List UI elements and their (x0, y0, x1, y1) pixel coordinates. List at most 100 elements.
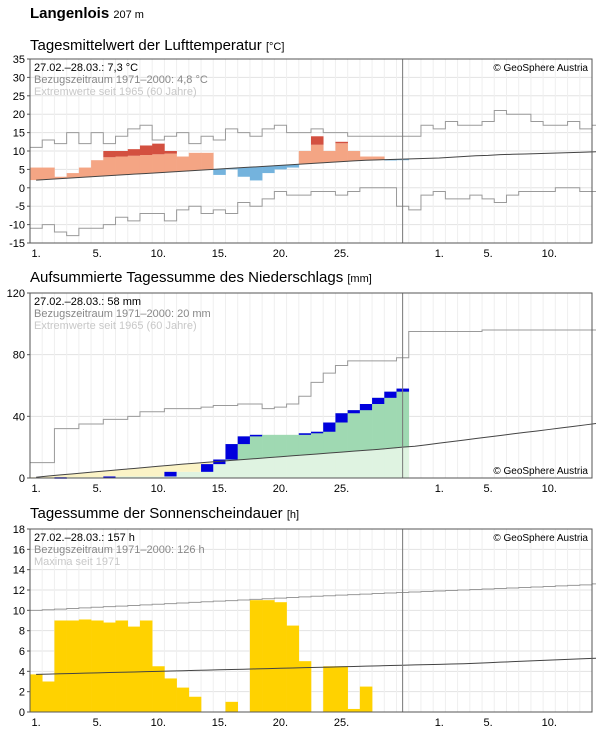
precip-area-filled (127, 476, 141, 478)
temperature-bar (78, 167, 92, 178)
temperature-bar (188, 152, 202, 171)
x-tick-label: 1. (32, 248, 41, 260)
precip-area-below-ref (262, 457, 275, 478)
temperature-bar (201, 152, 214, 170)
precip-area-above-ref (384, 391, 397, 449)
precip-area-deficit (78, 472, 92, 478)
x-tick-label: 15. (212, 717, 227, 729)
sunshine-bar (54, 620, 67, 712)
precip-daily-increment (298, 433, 312, 435)
temperature-chart: -15 -10 -5 0 5 10 15 20 25 30 35 1. 5. 10. 15. 20. 25. 1.… (9, 54, 596, 260)
precip-area-above-ref (262, 434, 275, 458)
precip-area-above-ref (286, 434, 300, 456)
max-extreme-line (30, 110, 596, 148)
y-tick-label: -10 (9, 220, 25, 232)
precip-area-below-ref (286, 455, 300, 478)
info-extremes: Maxima seit 1971 (34, 556, 120, 568)
y-tick-label: 12 (13, 585, 25, 597)
x-tick-label: 10. (151, 248, 166, 260)
y-tick-label: 4 (19, 666, 25, 678)
y-tick-label: 18 (13, 524, 25, 536)
temperature-bar (359, 156, 373, 161)
temperature-bar (262, 166, 275, 174)
temperature-bar-top (103, 151, 116, 158)
temperature-bar-base (139, 155, 153, 174)
temperature-bar-top (311, 136, 324, 145)
y-tick-label: 15 (13, 128, 25, 140)
sunshine-bar (78, 619, 92, 712)
max-extreme-line (30, 329, 596, 464)
precip-area-deficit (127, 468, 141, 477)
x-tick-label: 25. (334, 717, 349, 729)
y-tick-label: 35 (13, 54, 25, 66)
x-tick-label: 5. (93, 717, 102, 729)
info-period: 27.02.–28.03.: 7,3 °C (34, 62, 138, 74)
precip-area-above-ref (359, 404, 373, 451)
temperature-bar (372, 156, 385, 160)
temperature-bar-base (152, 154, 165, 173)
x-tick-label: 5. (93, 483, 102, 494)
precipitation-chart-title: Aufsummierte Tagessumme des Niederschlag… (30, 269, 372, 286)
reference-line (36, 657, 596, 675)
x-tick-label: 5. (484, 248, 493, 260)
y-tick-label: 40 (13, 411, 25, 423)
sunshine-bar (249, 600, 263, 712)
x-tick-label: 25. (334, 248, 349, 260)
precipitation-chart: 0 40 80 120 1. 5. 10. 15. 20. 25. 1. 5. 10. 27.02.–28… (7, 288, 596, 494)
temperature-unit: [°C] (265, 41, 285, 53)
precip-area-below-ref (384, 448, 397, 478)
x-tick-label: 1. (32, 717, 41, 729)
x-tick-label: 15. (212, 483, 227, 494)
precip-area-below-ref (298, 454, 312, 478)
x-tick-label: 1. (435, 248, 444, 260)
plot-frame (29, 528, 593, 713)
sunshine-bar (127, 626, 141, 712)
sunshine-bar (359, 686, 373, 712)
temperature-bar-base (311, 144, 324, 164)
temperature-bar-base (335, 143, 348, 162)
y-tick-label: 8 (19, 626, 25, 638)
precip-area-deficit (152, 466, 165, 477)
x-tick-label: 20. (273, 483, 288, 494)
sunshine-bar (115, 620, 129, 712)
sunshine-bar (286, 625, 300, 712)
precip-area-deficit (115, 469, 129, 477)
sunshine-bar (298, 661, 312, 712)
temperature-bar-top (115, 151, 129, 157)
y-tick-label: 5 (19, 164, 25, 176)
y-tick-label: 0 (19, 473, 25, 485)
precip-area-above-ref (347, 410, 361, 452)
x-tick-label: 5. (484, 483, 493, 494)
precip-daily-increment (372, 397, 385, 404)
precip-area-filled (176, 471, 190, 478)
temperature-bar (347, 151, 361, 161)
temperature-bar (91, 160, 104, 177)
precip-daily-increment (164, 471, 177, 477)
precip-area-deficit (66, 473, 80, 478)
x-tick-label: 10. (151, 483, 166, 494)
precip-area-below-ref (225, 460, 238, 478)
temperature-bar (286, 164, 300, 168)
x-tick-label: 10. (542, 717, 557, 729)
precip-area-filled (188, 471, 202, 478)
x-tick-label: 25. (334, 483, 349, 494)
sunshine-bar (91, 620, 104, 712)
sunshine-bar (103, 622, 116, 712)
precip-area-deficit (42, 475, 55, 478)
copyright-label: © GeoSphere Austria (493, 466, 588, 477)
temperature-bar (213, 169, 226, 175)
precip-daily-increment (347, 410, 361, 414)
x-tick-label: 1. (435, 483, 444, 494)
temperature-bar-base (115, 156, 129, 175)
temperature-bar (30, 167, 43, 181)
y-tick-label: -5 (15, 201, 25, 213)
temperature-bar (176, 156, 190, 172)
sunshine-bar (347, 708, 361, 712)
temperature-bar-base (103, 157, 116, 176)
precip-area-filled (139, 476, 153, 478)
temperature-bar (42, 167, 55, 180)
precip-area-deficit (54, 474, 67, 478)
precip-area-below-ref (347, 451, 361, 478)
sunshine-bar (335, 666, 348, 712)
precip-daily-increment (359, 404, 373, 411)
